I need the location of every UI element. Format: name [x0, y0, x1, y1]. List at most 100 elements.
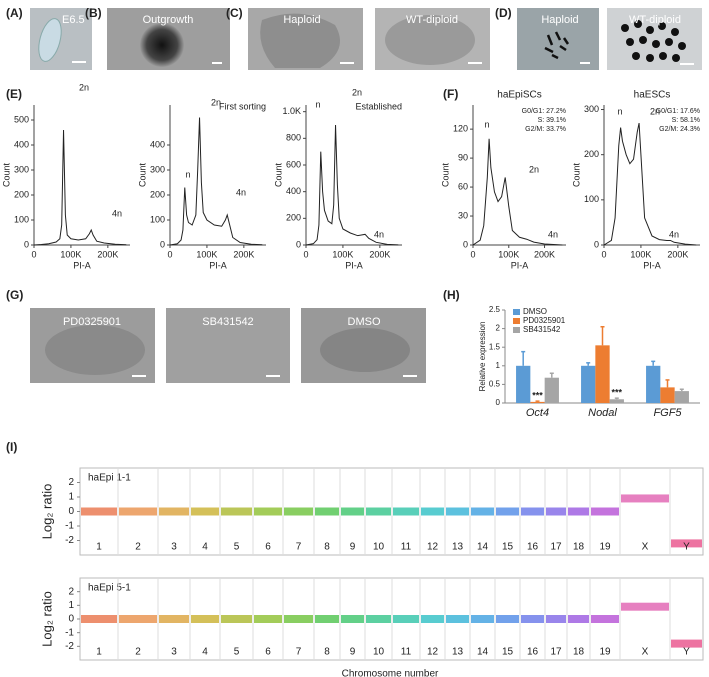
y-tick-label: 100: [584, 194, 599, 204]
y-tick-label: 300: [150, 164, 165, 174]
legend-swatch: [513, 309, 520, 315]
image-caption: E6.5: [62, 14, 85, 26]
histogram-line: [33, 129, 127, 246]
ratio-band: [393, 507, 419, 516]
chart-title: Established: [355, 101, 402, 111]
chromosome-label: 8: [324, 647, 330, 658]
x-tick-label: 200K: [233, 249, 254, 259]
ratio-band: [546, 615, 566, 623]
ratio-band: [119, 615, 157, 623]
ratio-band: [521, 507, 544, 516]
y-tick-label: -2: [65, 535, 74, 546]
chart-title: haEpi 1-1: [88, 473, 131, 484]
image-d2: [607, 8, 702, 70]
ratio-band: [221, 615, 252, 623]
ratio-band: [446, 507, 469, 516]
y-tick-label: 100: [14, 214, 29, 224]
y-tick-label: 2: [68, 477, 74, 488]
chromosome-label: 17: [550, 542, 562, 553]
y-tick-label: 200: [14, 189, 29, 199]
y-tick-label: 200: [584, 149, 599, 159]
chromosome-label: 18: [573, 542, 585, 553]
panel-label: (B): [85, 6, 102, 20]
chromosome-label: 7: [296, 647, 302, 658]
embryo: [38, 18, 62, 62]
chromosome-label: 3: [171, 647, 177, 658]
ratio-band: [671, 539, 702, 548]
chromosome-label: 6: [265, 647, 271, 658]
bar: [530, 401, 545, 403]
ratio-band: [191, 615, 219, 623]
stat-label: S: 58.1%: [672, 117, 700, 124]
y-tick-label: 100: [150, 214, 165, 224]
y-tick-label: 0: [68, 614, 74, 625]
stat-label: G2/M: 24.3%: [659, 126, 700, 133]
peak-label: 4n: [236, 187, 246, 197]
y-axis-label: Count: [571, 163, 581, 188]
bar: [581, 365, 596, 403]
ratio-band: [341, 507, 364, 516]
image-caption: DMSO: [348, 316, 381, 328]
chromosome-label: Y: [683, 647, 690, 658]
panel-label: (E): [6, 87, 22, 101]
chromosome-label: Y: [683, 542, 690, 553]
chromosome-label: 4: [202, 647, 208, 658]
x-tick-label: 200K: [97, 249, 118, 259]
chromosome-label: 2: [135, 647, 141, 658]
chromosome-label: 1: [96, 542, 102, 553]
ratio-band: [496, 507, 519, 516]
bar: [516, 365, 531, 403]
y-tick-label: 0: [496, 398, 501, 407]
ratio-band: [366, 615, 391, 623]
ratio-band: [315, 615, 339, 623]
y-tick-label: 400: [286, 186, 301, 196]
y-tick-label: 0: [68, 506, 74, 517]
chromosome-label: 12: [427, 542, 439, 553]
y-tick-label: 90: [458, 152, 468, 162]
chromosome-label: 17: [550, 647, 562, 658]
stat-label: G0/G1: 17.6%: [656, 108, 700, 115]
ratio-band: [254, 507, 282, 516]
bar: [544, 377, 559, 403]
chromosome-label: 10: [373, 542, 385, 553]
chromosome-label: 14: [477, 542, 489, 553]
chromosome-label: 14: [477, 647, 489, 658]
ratio-band: [315, 507, 339, 516]
chromosome-label: 19: [599, 647, 611, 658]
chart-title: haEpi 5-1: [88, 583, 131, 594]
significance: ***: [532, 390, 543, 400]
x-tick-label: 0: [31, 249, 36, 259]
colony: [385, 15, 475, 65]
bar: [674, 391, 689, 403]
image-d1: [517, 8, 599, 70]
colony: [45, 325, 145, 375]
y-axis-label: Count: [440, 163, 450, 188]
legend-label: SB431542: [523, 325, 561, 334]
chromosomes: [544, 31, 570, 60]
y-tick-label: -2: [65, 641, 74, 652]
micrographs: [30, 8, 702, 383]
chromosome-label: 11: [401, 647, 412, 658]
chromosome-label: 19: [599, 542, 611, 553]
x-tick-label: 200K: [369, 249, 390, 259]
y-tick-label: 0.5: [489, 380, 501, 389]
histogram-line: [169, 117, 263, 246]
chromosome-label: X: [642, 647, 649, 658]
x-axis-label: PI-A: [643, 260, 661, 270]
y-tick-label: 200: [150, 189, 165, 199]
image-caption: PD0325901: [63, 316, 121, 328]
x-axis-label: Chromosome number: [342, 669, 439, 677]
x-tick-label: 200K: [667, 249, 688, 259]
x-tick-label: 0: [167, 249, 172, 259]
chromosome-label: 5: [234, 647, 240, 658]
x-axis-label: PI-A: [511, 260, 529, 270]
chromosome-label: X: [642, 542, 649, 553]
y-tick-label: 0: [296, 239, 301, 249]
ratio-band: [81, 615, 117, 623]
chromosome-label: 12: [427, 647, 439, 658]
image-g2: [166, 308, 290, 383]
x-tick-label: FGF5: [653, 407, 682, 419]
ratio-band: [159, 615, 189, 623]
peak-label: 2n: [79, 82, 89, 92]
y-tick-label: 30: [458, 210, 468, 220]
